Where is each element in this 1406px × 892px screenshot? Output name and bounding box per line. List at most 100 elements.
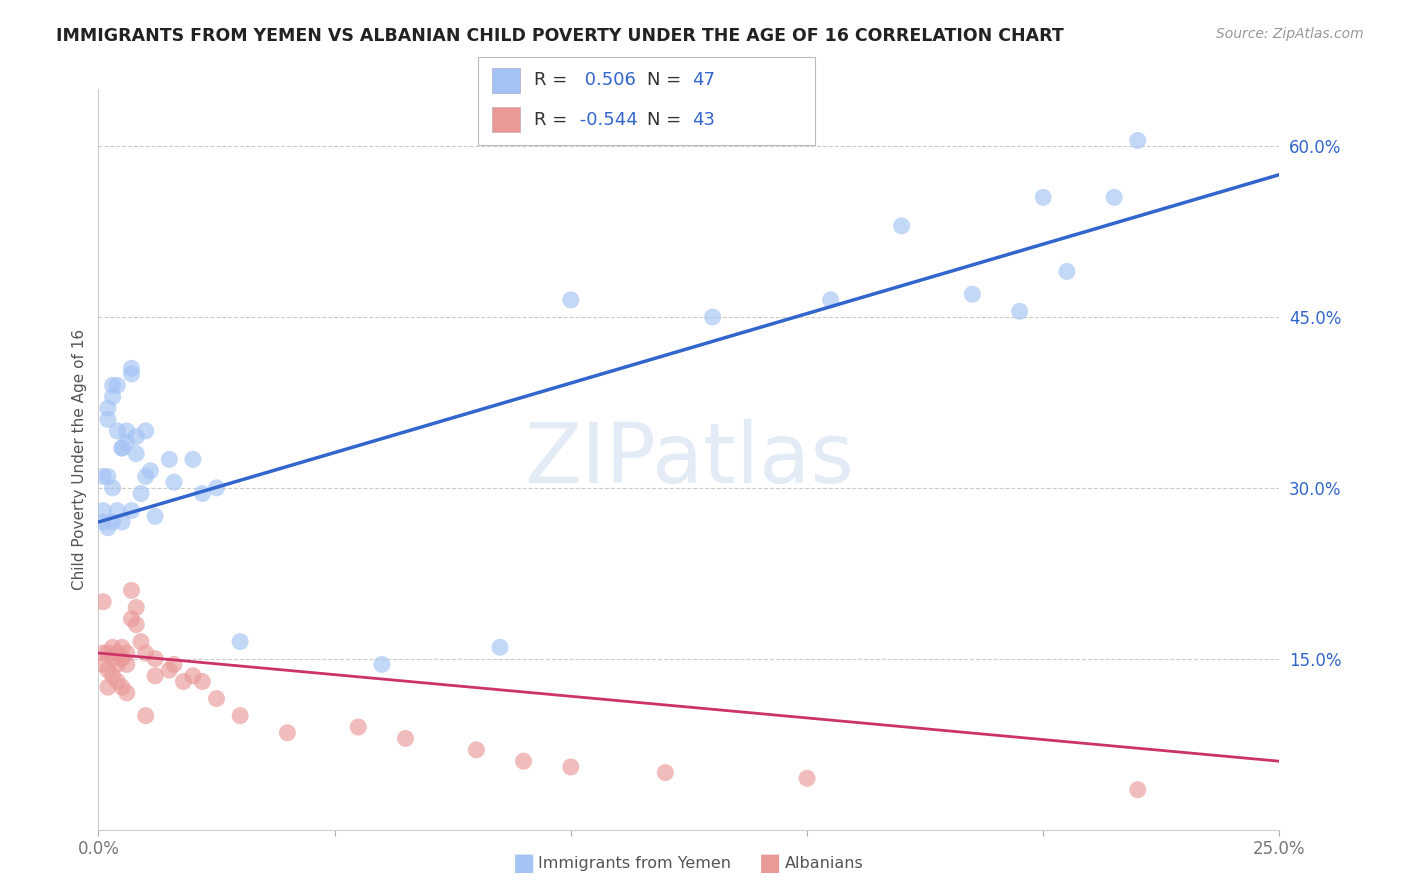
Point bbox=[143, 669, 166, 683]
Point bbox=[121, 583, 143, 598]
Point bbox=[135, 469, 157, 483]
Point bbox=[115, 686, 138, 700]
Point bbox=[97, 401, 120, 416]
Point bbox=[125, 600, 148, 615]
Point bbox=[105, 674, 128, 689]
Point bbox=[111, 441, 134, 455]
Point bbox=[97, 521, 120, 535]
Point bbox=[157, 663, 180, 677]
Point bbox=[97, 469, 120, 483]
Point bbox=[115, 657, 138, 672]
Point bbox=[121, 361, 143, 376]
Point bbox=[702, 310, 724, 324]
Point bbox=[101, 390, 124, 404]
Text: 47: 47 bbox=[692, 71, 714, 89]
Point bbox=[654, 765, 676, 780]
Point bbox=[512, 754, 534, 768]
Point bbox=[172, 674, 194, 689]
Point bbox=[111, 640, 134, 655]
Text: N =: N = bbox=[647, 71, 681, 89]
Point bbox=[135, 424, 157, 438]
Point bbox=[101, 515, 124, 529]
Point bbox=[115, 435, 138, 450]
Point bbox=[181, 452, 204, 467]
Point bbox=[91, 469, 114, 483]
Point bbox=[191, 674, 214, 689]
Point bbox=[1102, 190, 1125, 204]
Point bbox=[560, 293, 582, 307]
Point bbox=[135, 646, 157, 660]
Point bbox=[91, 515, 114, 529]
Point bbox=[560, 760, 582, 774]
Point bbox=[890, 219, 912, 233]
Point bbox=[111, 680, 134, 694]
Point bbox=[371, 657, 394, 672]
Point bbox=[125, 447, 148, 461]
Point bbox=[229, 634, 252, 648]
Point bbox=[181, 669, 204, 683]
Point bbox=[101, 669, 124, 683]
Point bbox=[820, 293, 842, 307]
Text: ■: ■ bbox=[513, 852, 536, 875]
Text: R =: R = bbox=[534, 111, 568, 128]
Point bbox=[1032, 190, 1054, 204]
Point bbox=[105, 657, 128, 672]
Point bbox=[394, 731, 416, 746]
Point bbox=[1008, 304, 1031, 318]
Text: ■: ■ bbox=[759, 852, 782, 875]
Point bbox=[143, 651, 166, 665]
Point bbox=[97, 646, 120, 660]
Point bbox=[105, 646, 128, 660]
Point bbox=[1126, 133, 1149, 147]
Point bbox=[135, 708, 157, 723]
Point bbox=[101, 378, 124, 392]
Text: 0.506: 0.506 bbox=[579, 71, 636, 89]
Point bbox=[157, 452, 180, 467]
Point bbox=[121, 367, 143, 381]
Point bbox=[489, 640, 512, 655]
Point bbox=[276, 725, 298, 739]
Text: R =: R = bbox=[534, 71, 568, 89]
Point bbox=[111, 515, 134, 529]
Point bbox=[163, 657, 186, 672]
Point bbox=[205, 481, 228, 495]
Point bbox=[962, 287, 984, 301]
Point bbox=[796, 772, 818, 786]
Y-axis label: Child Poverty Under the Age of 16: Child Poverty Under the Age of 16 bbox=[72, 329, 87, 590]
Point bbox=[97, 680, 120, 694]
Text: N =: N = bbox=[647, 111, 681, 128]
Point bbox=[115, 424, 138, 438]
Point bbox=[191, 486, 214, 500]
Text: 43: 43 bbox=[692, 111, 714, 128]
Point bbox=[1056, 264, 1078, 278]
Point bbox=[121, 503, 143, 517]
Point bbox=[129, 634, 152, 648]
Text: IMMIGRANTS FROM YEMEN VS ALBANIAN CHILD POVERTY UNDER THE AGE OF 16 CORRELATION : IMMIGRANTS FROM YEMEN VS ALBANIAN CHILD … bbox=[56, 27, 1064, 45]
Text: Albanians: Albanians bbox=[785, 856, 863, 871]
Point bbox=[101, 640, 124, 655]
Point bbox=[105, 378, 128, 392]
Point bbox=[101, 651, 124, 665]
Point bbox=[347, 720, 370, 734]
Text: -0.544: -0.544 bbox=[574, 111, 637, 128]
Point bbox=[97, 412, 120, 426]
Point bbox=[105, 424, 128, 438]
Point bbox=[115, 646, 138, 660]
Point bbox=[125, 617, 148, 632]
Point bbox=[125, 429, 148, 443]
Point bbox=[121, 612, 143, 626]
Point bbox=[91, 657, 114, 672]
Point bbox=[229, 708, 252, 723]
Point bbox=[101, 481, 124, 495]
Text: Source: ZipAtlas.com: Source: ZipAtlas.com bbox=[1216, 27, 1364, 41]
Point bbox=[139, 464, 162, 478]
Text: ZIPatlas: ZIPatlas bbox=[524, 419, 853, 500]
Point bbox=[105, 503, 128, 517]
Point bbox=[111, 441, 134, 455]
Point bbox=[205, 691, 228, 706]
Point bbox=[465, 743, 488, 757]
Text: Immigrants from Yemen: Immigrants from Yemen bbox=[538, 856, 731, 871]
Point bbox=[129, 486, 152, 500]
Point bbox=[91, 646, 114, 660]
Point bbox=[91, 595, 114, 609]
